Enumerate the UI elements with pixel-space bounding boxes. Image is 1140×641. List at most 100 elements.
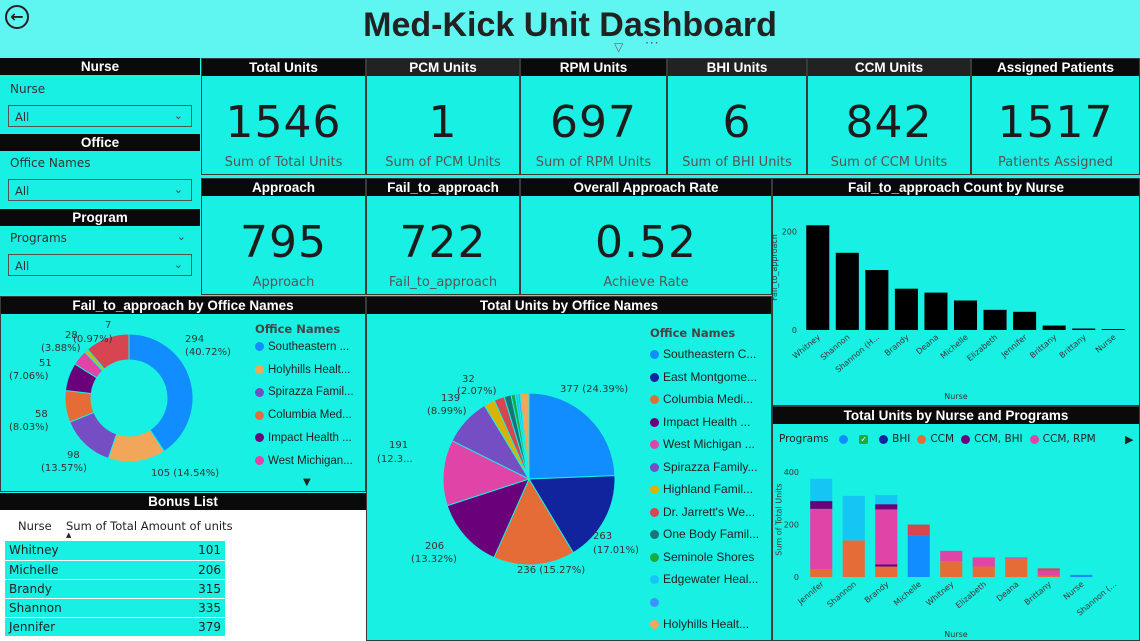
x-tick-label: Elizabeth <box>965 333 999 364</box>
units-cell: 335 <box>150 598 225 618</box>
x-tick-label: Brittany <box>1028 332 1058 360</box>
program-slicer-header: Program <box>0 209 200 226</box>
legend-dot <box>255 410 264 420</box>
approach-rate-card: Overall Approach Rate 0.52 Achieve Rate <box>520 178 772 295</box>
nurse-dropdown[interactable]: All ⌄ <box>8 105 192 127</box>
more-options-icon[interactable]: ··· <box>645 36 660 50</box>
data-label: (8.03%) <box>9 422 49 433</box>
legend-item[interactable]: West Michigan... <box>255 455 353 467</box>
x-tick-label: Elizabeth <box>954 580 988 611</box>
x-tick-label: Brandy <box>863 579 891 604</box>
card-caption: Sum of BHI Units <box>682 155 792 170</box>
stacked-bar-segment <box>875 495 898 505</box>
legend-item[interactable]: Highland Famil... <box>650 482 753 496</box>
fail-by-office-donut: 294 (40.72%) 105 (14.54%) 98 (13.57%) 58 (8.03… <box>9 320 231 479</box>
card-header: CCM Units <box>808 59 970 76</box>
card-caption: Patients Assigned <box>998 155 1113 170</box>
legend-item[interactable]: Holyhills Healt... <box>255 364 350 376</box>
legend-item[interactable]: Southeastern C... <box>650 347 756 361</box>
sort-asc-icon: ▲ <box>66 531 72 539</box>
legend-item[interactable]: Southeastern ... <box>255 341 349 353</box>
table-row[interactable]: Brandy 315 <box>5 579 225 599</box>
data-label: (7.06%) <box>9 371 49 382</box>
units-cell: 315 <box>150 579 225 599</box>
x-tick-label: Brandy <box>883 332 911 357</box>
card-value: 842 <box>845 97 933 148</box>
table-row[interactable]: Whitney 101 <box>5 541 225 561</box>
data-label: 105 (14.54%) <box>151 468 219 479</box>
legend-item[interactable]: BHI <box>879 433 910 445</box>
office-dropdown[interactable]: All ⌄ <box>8 179 192 201</box>
nurse-slicer-header: Nurse <box>0 58 200 75</box>
legend-item[interactable]: Edgewater Heal... <box>650 572 758 586</box>
data-label: (8.99%) <box>427 406 467 417</box>
stacked-bar-segment <box>810 569 833 577</box>
legend-item[interactable]: Spirazza Family... <box>650 460 757 474</box>
legend-item[interactable] <box>839 433 852 445</box>
chart-header: Fail_to_approach Count by Nurse <box>773 179 1139 196</box>
legend-label: Dr. Jarrett's We... <box>663 504 756 519</box>
data-label: (40.72%) <box>185 347 231 358</box>
nurse-cell: Michelle <box>5 560 151 580</box>
legend-item[interactable]: Columbia Medi... <box>650 392 753 406</box>
programs-legend: Programs ✓ BHI CCM CCM, BHI CCM, RPM <box>779 433 1096 445</box>
assigned-patients-card: Assigned Patients 1517 Patients Assigned <box>971 58 1140 175</box>
stacked-bar-segment <box>1037 570 1060 576</box>
legend-next-icon[interactable]: ▶ <box>1125 433 1134 446</box>
card-header: PCM Units <box>367 59 519 76</box>
table-row[interactable]: Shannon 335 <box>5 598 225 618</box>
data-label: (17.01%) <box>593 545 639 556</box>
legend-item[interactable]: East Montgome... <box>650 370 757 384</box>
legend-dot <box>650 620 659 630</box>
legend-scroll-down-icon[interactable]: ▼ <box>303 477 311 488</box>
legend-dot <box>255 455 264 465</box>
chart-header: Total Units by Office Names <box>367 297 771 314</box>
card-caption: Sum of Total Units <box>224 155 343 170</box>
chevron-down-icon[interactable]: ⌄ <box>176 230 186 243</box>
col-header-sum[interactable]: Sum of Total Amount of units <box>66 519 233 533</box>
legend-dot <box>650 507 659 517</box>
legend-label: BHI <box>892 433 911 445</box>
stacked-bar-segment <box>1005 557 1028 559</box>
back-arrow-icon[interactable]: ← <box>5 5 29 29</box>
legend-item[interactable]: CCM, RPM <box>1029 433 1096 445</box>
program-dropdown[interactable]: All ⌄ <box>8 254 192 276</box>
table-row[interactable]: Jennifer 379 <box>5 617 225 637</box>
legend-dot <box>255 365 264 375</box>
filter-icon[interactable]: ▽ <box>614 40 624 54</box>
page-title: Med-Kick Unit Dashboard <box>363 6 777 44</box>
legend-item[interactable]: Impact Health ... <box>650 415 750 429</box>
legend-dot <box>879 434 889 444</box>
legend-item[interactable]: CCM <box>917 433 954 445</box>
legend-item[interactable]: One Body Famil... <box>650 527 759 541</box>
legend-item[interactable]: West Michigan ... <box>650 437 755 451</box>
table-row[interactable]: Michelle 206 <box>5 560 225 580</box>
col-header-nurse[interactable]: Nurse <box>18 519 52 533</box>
office-slicer-header: Office <box>0 134 200 151</box>
chevron-down-icon: ⌄ <box>173 109 183 122</box>
card-header: Overall Approach Rate <box>521 179 771 196</box>
legend-item[interactable]: Holyhills Healt... <box>650 617 749 631</box>
legend-item[interactable] <box>650 595 663 609</box>
data-label: 236 (15.27%) <box>517 565 585 576</box>
legend-label: Columbia Medi... <box>663 392 754 406</box>
legend-item[interactable]: Impact Health ... <box>255 432 352 444</box>
stacked-bar-segment <box>810 508 833 570</box>
bar <box>835 252 859 330</box>
legend-item[interactable]: ✓ <box>859 433 872 445</box>
nurse-cell: Brandy <box>5 579 151 599</box>
legend-items: ✓ BHI CCM CCM, BHI CCM, RPM <box>832 433 1096 445</box>
legend-item[interactable]: CCM, BHI <box>961 433 1023 445</box>
card-caption: Sum of PCM Units <box>385 155 501 170</box>
x-axis-title: Nurse <box>944 630 968 639</box>
bar <box>806 225 830 330</box>
legend-item[interactable]: Spirazza Famil... <box>255 386 354 398</box>
legend-item[interactable]: Dr. Jarrett's We... <box>650 505 755 519</box>
ccm-units-card: CCM Units 842 Sum of CCM Units <box>807 58 971 175</box>
units-by-nurse-svg: 0 200 400 Jennifer Shannon Brandy Michelle Whit… <box>784 468 1118 617</box>
stacked-bar-segment <box>875 566 898 577</box>
legend-item[interactable]: Seminole Shores <box>650 550 754 564</box>
legend-item[interactable]: Columbia Med... <box>255 409 352 421</box>
stacked-bar-segment <box>842 540 865 577</box>
y-tick-label: 200 <box>782 228 797 237</box>
